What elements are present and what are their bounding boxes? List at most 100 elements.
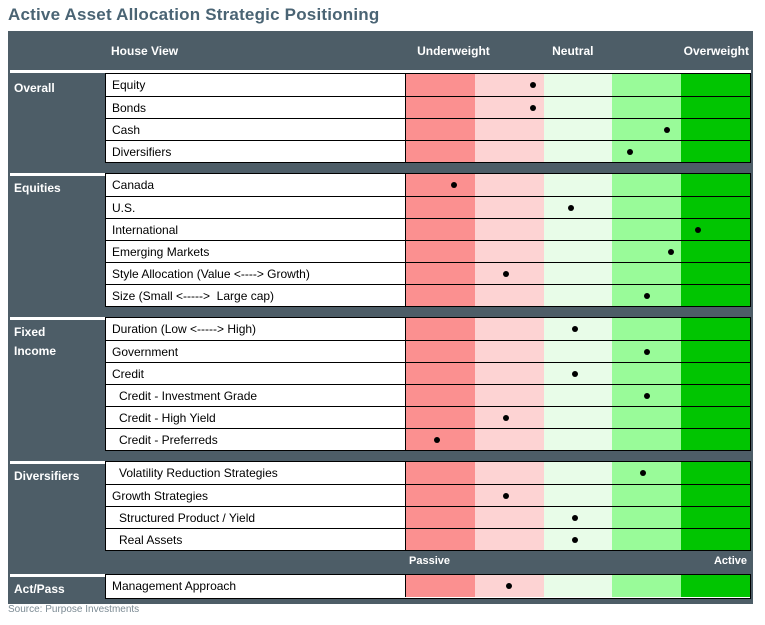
scale-band-1	[406, 119, 475, 140]
scale-band-3	[543, 219, 613, 240]
scale-band-3	[543, 318, 613, 340]
scale-band-4	[612, 429, 682, 450]
table-header: House View Underweight Neutral Overweigh…	[10, 31, 751, 70]
house-view-label: Equity	[112, 78, 146, 92]
scale-cell	[405, 318, 750, 340]
scale-band-3	[543, 263, 613, 284]
house-view-cell: Growth Strategies	[106, 485, 405, 506]
position-dot	[643, 392, 650, 399]
house-view-cell: Government	[106, 341, 405, 362]
house-view-label: Emerging Markets	[112, 244, 210, 259]
position-dot	[571, 326, 578, 332]
scale-band-3	[543, 363, 613, 384]
scale-band-4	[612, 241, 682, 262]
scale-cell	[405, 407, 750, 428]
allocation-table: House View Underweight Neutral Overweigh…	[8, 31, 753, 604]
table-row: Management Approach	[106, 575, 750, 597]
house-view-cell: International	[106, 219, 405, 240]
scale-band-3	[543, 285, 613, 306]
scale-band-5	[681, 97, 750, 118]
scale-band-5	[681, 363, 750, 384]
table-row: International	[106, 218, 750, 240]
table-row: Diversifiers	[106, 140, 750, 162]
header-divider	[10, 70, 751, 73]
scale-band-2	[474, 529, 544, 550]
scale-band-5	[681, 485, 750, 506]
scale-band-2	[474, 219, 544, 240]
house-view-label: Style Allocation (Value <----> Growth)	[112, 266, 310, 281]
scale-band-1	[406, 318, 475, 340]
scale-band-3	[543, 429, 613, 450]
page-title: Active Asset Allocation Strategic Positi…	[8, 5, 380, 24]
house-view-label: Size (Small <-----> Large cap)	[112, 288, 275, 303]
scale-band-5	[681, 507, 750, 528]
house-view-cell: Size (Small <-----> Large cap)	[106, 285, 405, 306]
house-view-label: Canada	[112, 178, 155, 192]
house-view-cell: Volatility Reduction Strategies	[106, 462, 405, 484]
scale-band-5	[681, 141, 750, 162]
house-view-label: Duration (Low <-----> High)	[112, 322, 257, 336]
scale-band-3	[543, 507, 613, 528]
scale-band-1	[406, 219, 475, 240]
table-row: Real Assets	[106, 528, 750, 550]
house-view-label: Volatility Reduction Strategies	[119, 466, 278, 480]
table-row: Equity	[106, 74, 750, 96]
house-view-cell: Diversifiers	[106, 141, 405, 162]
scale-band-2	[474, 385, 544, 406]
scale-cell	[405, 219, 750, 240]
scale-band-2	[474, 119, 544, 140]
scale-band-1	[406, 285, 475, 306]
house-view-cell: Credit - High Yield	[106, 407, 405, 428]
scale-band-3	[543, 385, 613, 406]
scale-band-2	[474, 507, 544, 528]
header-house-view: House View	[111, 43, 179, 58]
group-label-act-pass: Act/Pass	[10, 574, 105, 599]
scale-band-5	[681, 285, 750, 306]
house-view-cell: Structured Product / Yield	[106, 507, 405, 528]
source-note: Source: Purpose Investments	[8, 604, 140, 615]
scale-cell	[405, 174, 750, 196]
house-view-label: U.S.	[112, 200, 136, 215]
scale-band-2	[474, 407, 544, 428]
scale-band-2	[474, 485, 544, 506]
scale-band-1	[406, 429, 475, 450]
scale-band-1	[406, 97, 475, 118]
position-dot	[667, 248, 674, 255]
scale-band-1	[406, 507, 475, 528]
table-row: Bonds	[106, 96, 750, 118]
group-rows-diversifiers: Volatility Reduction Strategies Growth St…	[105, 461, 751, 551]
scale-band-4	[612, 74, 682, 96]
scale-cell	[405, 429, 750, 450]
position-dot	[502, 414, 509, 421]
scale-band-4	[612, 575, 682, 597]
group-label-equities: Equities	[10, 173, 105, 307]
position-dot	[502, 492, 509, 499]
house-view-label: International	[112, 222, 179, 237]
scale-cell	[405, 363, 750, 384]
position-dot	[530, 104, 537, 111]
scale-band-4	[612, 97, 682, 118]
scale-band-1	[406, 407, 475, 428]
group-label-overall: Overall	[14, 81, 55, 95]
group-diversifiers: Diversifiers Volatility Reduction Strateg…	[10, 461, 751, 551]
scale-band-5	[681, 241, 750, 262]
house-view-cell: Cash	[106, 119, 405, 140]
position-dot	[643, 292, 650, 299]
group-overall: Overall Equity Bonds Cash Diversifiers	[10, 73, 751, 163]
table-row: Credit - Investment Grade	[106, 384, 750, 406]
groups-main: Overall Equity Bonds Cash Diversifiers Equiti…	[10, 73, 751, 551]
scale-band-1	[406, 529, 475, 550]
group-label-diversifiers: Diversifiers	[10, 461, 105, 551]
house-view-label: Diversifiers	[112, 144, 172, 159]
house-view-label: Structured Product / Yield	[119, 510, 256, 525]
house-view-cell: Credit - Preferreds	[106, 429, 405, 450]
scale-band-2	[474, 285, 544, 306]
scale-band-2	[474, 429, 544, 450]
scale-band-1	[406, 197, 475, 218]
scale-band-4	[612, 174, 682, 196]
scale-band-3	[543, 74, 613, 96]
scale-band-1	[406, 575, 475, 597]
group-separator	[10, 307, 751, 317]
table-row: Credit - High Yield	[106, 406, 750, 428]
group-label-fixed-income: Fixed Income	[10, 317, 105, 451]
